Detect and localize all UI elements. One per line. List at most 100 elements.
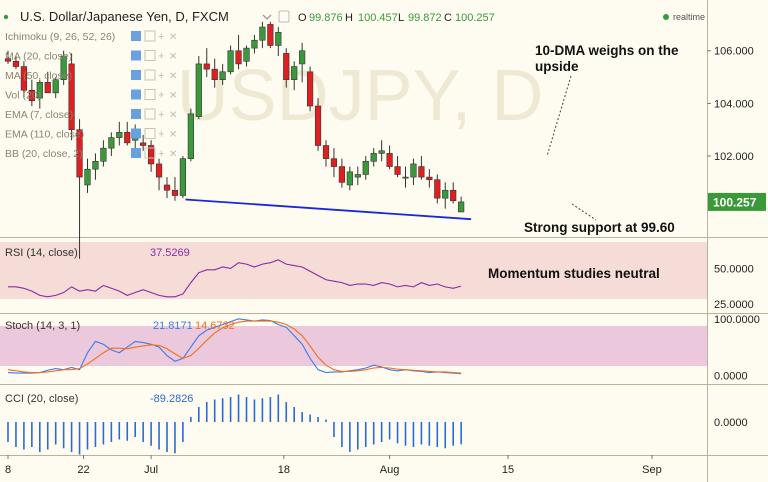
candle-body-down — [140, 142, 147, 146]
candle — [251, 34, 258, 54]
stoch-band — [0, 326, 707, 366]
support-leader-line — [571, 203, 597, 221]
rsi-panel: RSI (14, close) 37.5269 50.0000 25.0000 — [5, 247, 754, 311]
candle-body-up — [458, 201, 465, 213]
candle — [346, 166, 353, 191]
settings-icon — [144, 69, 156, 81]
candle-body-up — [442, 189, 449, 199]
annotations: 10-DMA weighs on the upside Strong suppor… — [488, 43, 679, 281]
candle — [20, 61, 28, 99]
candle-body-down — [68, 63, 75, 131]
candle — [442, 182, 449, 209]
ohlc-open-key: O — [298, 12, 307, 24]
candle-body-down — [283, 53, 290, 81]
ohlc-low-value: 99.872 — [408, 12, 442, 24]
stoch-k-line — [7, 318, 462, 375]
add-icon: + — [158, 148, 164, 160]
indicator-row[interactable]: MA (20, close) + ✕ — [5, 50, 177, 63]
candle-body-up — [195, 63, 202, 117]
candle-body-down — [267, 24, 274, 46]
stoch-legend: Stoch (14, 3, 1) — [5, 320, 80, 332]
x-tick-label: 18 — [278, 464, 290, 476]
indicator-row[interactable]: Vol (20) + ✕ — [5, 89, 177, 102]
indicator-row[interactable]: BB (20, close, 2) + ✕ — [5, 147, 177, 160]
symbol-title[interactable]: U.S. Dollar/Japanese Yen, D, FXCM — [20, 9, 229, 24]
realtime-dot-icon — [663, 14, 669, 20]
candle — [100, 140, 107, 167]
candle-body-down — [211, 68, 218, 81]
indicator-row[interactable]: Ichimoku (9, 26, 52, 26) + ✕ — [5, 30, 177, 43]
candle-body-down — [76, 129, 83, 178]
cci-legend: CCI (20, close) — [5, 393, 78, 405]
visibility-icon — [131, 109, 141, 119]
ohlc-open-value: 99.876 — [309, 12, 343, 24]
candle-body-down — [20, 66, 28, 91]
add-icon: + — [158, 90, 164, 102]
candle — [60, 50, 67, 85]
settings-icon — [144, 147, 156, 159]
candle-body-up — [410, 163, 417, 178]
candle-body-up — [378, 150, 385, 154]
ohlc-close-key: C — [444, 12, 452, 24]
settings-icon — [144, 128, 156, 139]
x-tick-label: Aug — [380, 464, 400, 476]
candle — [291, 61, 298, 91]
candle — [418, 156, 425, 180]
indicator-row[interactable]: EMA (110, close) + ✕ — [5, 128, 177, 141]
dma-leader-line — [546, 75, 572, 157]
support-line — [185, 198, 472, 221]
candle — [283, 48, 290, 88]
candle — [426, 169, 433, 188]
indicator-label: Ichimoku (9, 26, 52, 26) — [5, 31, 115, 43]
chevron-down-icon[interactable] — [262, 14, 272, 20]
candle — [92, 153, 99, 180]
candle-body-down — [450, 189, 457, 202]
candle — [203, 48, 210, 78]
settings-icon[interactable] — [278, 10, 290, 23]
candle — [394, 156, 401, 178]
candle-body-up — [52, 79, 59, 94]
close-icon: ✕ — [169, 110, 177, 121]
candle — [76, 119, 83, 259]
stoch-tick-label: 0.0000 — [714, 370, 748, 382]
candle — [219, 63, 226, 85]
candle — [163, 177, 171, 199]
candle-body-up — [402, 176, 409, 179]
candle — [306, 66, 314, 112]
close-icon: ✕ — [169, 32, 177, 43]
momentum-annotation: Momentum studies neutral — [488, 266, 660, 281]
close-icon: ✕ — [169, 130, 177, 141]
x-tick-label: Jul — [144, 464, 158, 476]
candle — [235, 34, 242, 70]
candle — [362, 156, 369, 180]
indicator-label: MA (20, close) — [5, 51, 72, 63]
candle — [243, 45, 250, 67]
ohlc-low-key: L — [398, 12, 404, 24]
candle — [124, 121, 131, 146]
candle-body-down — [148, 145, 155, 165]
x-tick-label: 15 — [502, 464, 514, 476]
indicator-row[interactable]: EMA (7, close) + ✕ — [5, 108, 177, 121]
cci-value: -89.2826 — [150, 393, 193, 405]
candle — [370, 148, 377, 167]
indicator-row[interactable]: MA (50, close) + ✕ — [5, 69, 177, 82]
candle-body-up — [362, 160, 369, 175]
visibility-icon — [131, 50, 141, 61]
x-tick-label: 8 — [5, 464, 11, 476]
settings-icon — [144, 50, 156, 61]
candle-body-up — [251, 39, 258, 49]
candle — [402, 166, 409, 188]
candle — [434, 174, 441, 204]
candle — [68, 53, 75, 141]
add-icon: + — [158, 70, 164, 82]
price-tick-label: 104.000 — [714, 98, 754, 110]
visibility-icon — [131, 89, 141, 100]
candle-body-up — [60, 55, 67, 81]
candle — [12, 56, 20, 70]
candle — [44, 71, 51, 94]
candle-body-down — [314, 105, 322, 146]
candle-body-up — [108, 137, 115, 149]
candle — [155, 158, 163, 191]
